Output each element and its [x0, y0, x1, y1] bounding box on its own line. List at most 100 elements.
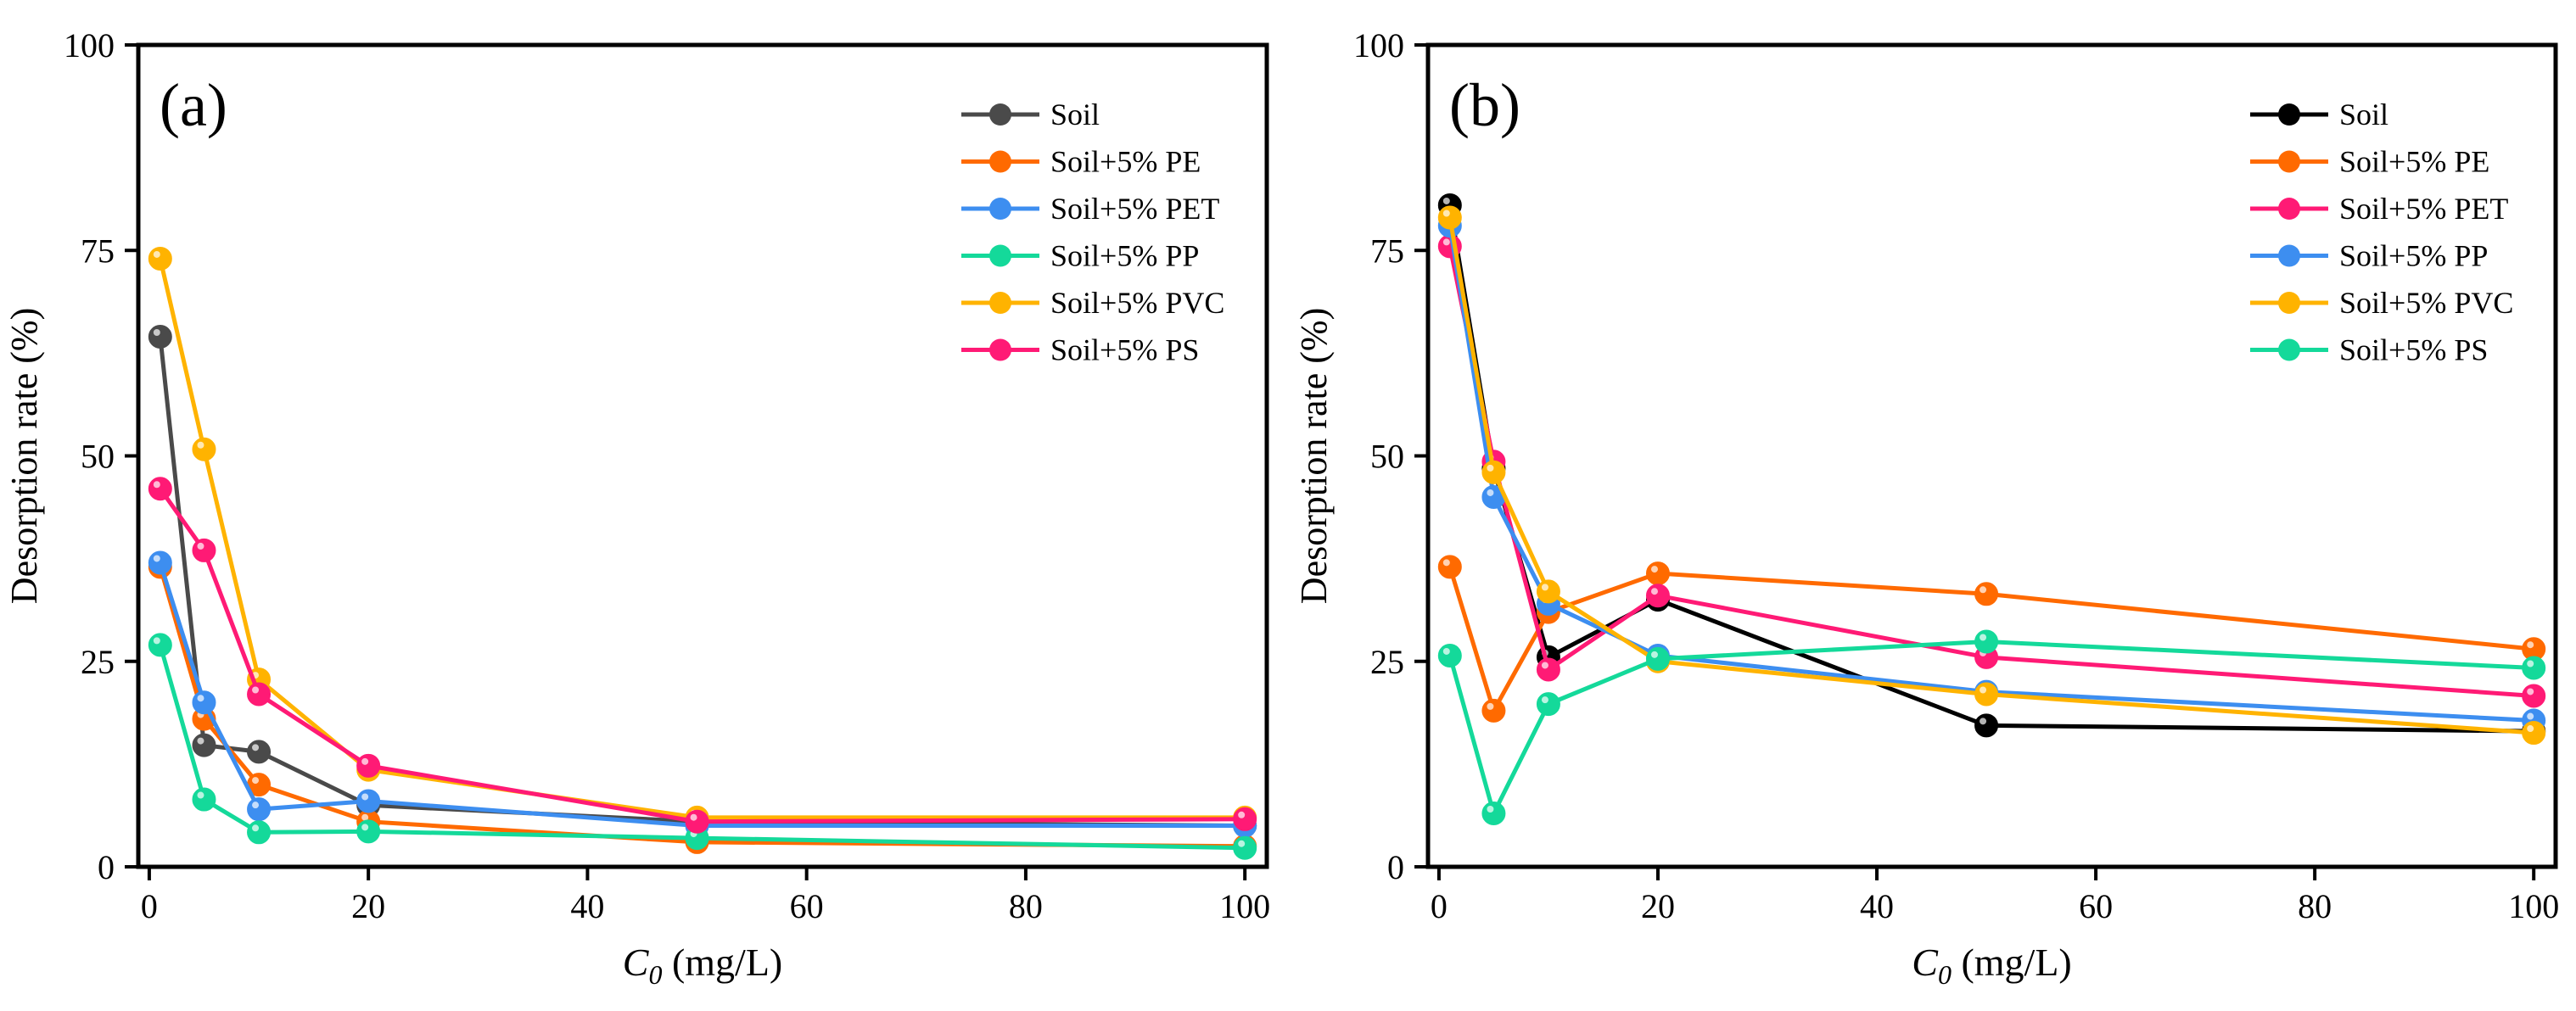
data-point [1536, 579, 1560, 604]
series-soil-5-pvc: Soil+5% PVC [1437, 205, 2546, 746]
x-tick-label: 20 [351, 887, 385, 925]
data-point [1233, 835, 1257, 860]
y-tick-label: 25 [81, 643, 115, 681]
data-point [247, 682, 272, 707]
data-point-highlight [1980, 718, 1987, 725]
y-axis-label: Desorption rate (%) [1293, 308, 1335, 604]
data-point-highlight [2527, 660, 2534, 667]
x-axis-label-unit: (mg/L) [1952, 941, 2072, 984]
series-line [1448, 566, 2534, 717]
data-point [192, 690, 216, 715]
legend-label: Soil+5% PS [2339, 333, 2488, 367]
data-point-highlight [1442, 559, 1450, 567]
y-tick-label: 50 [81, 438, 115, 476]
x-tick-label: 100 [2508, 887, 2559, 925]
data-point [1645, 646, 1670, 671]
data-point-highlight [1442, 209, 1450, 217]
x-axis-label-unit: (mg/L) [662, 941, 782, 984]
series-line [1448, 217, 2534, 735]
legend-marker [989, 244, 1011, 267]
series-line [1448, 639, 2534, 819]
data-point [148, 550, 172, 575]
legend-marker [2278, 244, 2300, 267]
data-point-highlight [1487, 702, 1494, 710]
data-point-highlight [252, 744, 260, 751]
data-point-highlight [2527, 641, 2534, 649]
series-line [158, 487, 1246, 824]
y-tick-label: 75 [81, 232, 115, 270]
data-point [2522, 684, 2546, 708]
data-point-highlight [252, 802, 260, 809]
data-point [1974, 682, 1999, 707]
data-point-highlight [153, 481, 160, 489]
data-point [1974, 629, 1999, 654]
data-point-highlight [1487, 489, 1494, 496]
data-point-highlight [197, 542, 204, 550]
data-point [1481, 802, 1506, 826]
data-point-highlight [1980, 634, 1987, 641]
data-point-highlight [690, 813, 697, 821]
data-point-highlight [1442, 238, 1450, 246]
data-point-highlight [1650, 588, 1658, 595]
y-tick-label: 100 [1353, 26, 1404, 64]
x-axis-label: C0 (mg/L) [623, 941, 782, 990]
data-point-highlight [1650, 651, 1658, 658]
series-line [158, 644, 1246, 851]
x-tick-label: 100 [1219, 887, 1270, 925]
data-point-highlight [1541, 662, 1548, 669]
series-line [158, 561, 1246, 829]
y-tick-label: 100 [64, 26, 115, 64]
legend-marker [2278, 292, 2300, 314]
legend-marker [989, 150, 1011, 173]
legend-marker [989, 292, 1011, 314]
data-point [148, 246, 172, 271]
legend-label: Soil+5% PE [2339, 145, 2489, 179]
x-tick-label: 60 [790, 887, 824, 925]
legend-label: Soil+5% PET [1050, 192, 1219, 226]
data-point [1481, 460, 1506, 484]
x-axis-label-sub: 0 [648, 959, 662, 990]
data-point-highlight [197, 695, 204, 702]
data-point-highlight [361, 793, 369, 801]
data-point-highlight [2527, 725, 2534, 733]
legend-label: Soil+5% PP [2339, 239, 2488, 273]
data-point-highlight [1442, 197, 1450, 204]
data-point [192, 437, 216, 461]
data-point-highlight [1487, 806, 1494, 813]
data-point [356, 753, 381, 778]
panel-label: (b) [1449, 71, 1520, 139]
data-point-highlight [1650, 566, 1658, 573]
legend-label: Soil+5% PS [1050, 333, 1199, 367]
legend-label: Soil [1050, 98, 1100, 131]
data-point-highlight [361, 813, 369, 821]
y-tick-label: 50 [1370, 438, 1404, 476]
data-point-highlight [153, 555, 160, 562]
x-tick-label: 80 [1009, 887, 1043, 925]
legend-label: Soil+5% PVC [2339, 286, 2513, 320]
data-point-highlight [252, 777, 260, 785]
data-point-highlight [197, 441, 204, 449]
legend-marker [2278, 150, 2300, 173]
y-tick-label: 75 [1370, 232, 1404, 270]
series-soil-5-ps: Soil+5% PS [1437, 333, 2546, 826]
data-point-highlight [153, 637, 160, 645]
x-tick-label: 0 [141, 887, 158, 925]
legend-marker [989, 198, 1011, 220]
legend-label: Soil+5% PE [1050, 145, 1201, 179]
data-point [1481, 698, 1506, 723]
y-tick-label: 0 [1387, 848, 1404, 886]
y-tick-label: 0 [98, 848, 115, 886]
series-soil-5-pet: Soil+5% PET [148, 192, 1257, 838]
data-point [1645, 561, 1670, 586]
legend-label: Soil [2339, 98, 2388, 131]
data-point-highlight [1442, 647, 1450, 655]
data-point-highlight [1980, 686, 1987, 694]
x-axis-label-var: C [623, 941, 650, 984]
legend-label: Soil+5% PET [2339, 192, 2508, 226]
data-point-highlight [153, 328, 160, 336]
x-tick-label: 40 [570, 887, 604, 925]
data-point-highlight [197, 737, 204, 745]
data-point-highlight [361, 824, 369, 831]
